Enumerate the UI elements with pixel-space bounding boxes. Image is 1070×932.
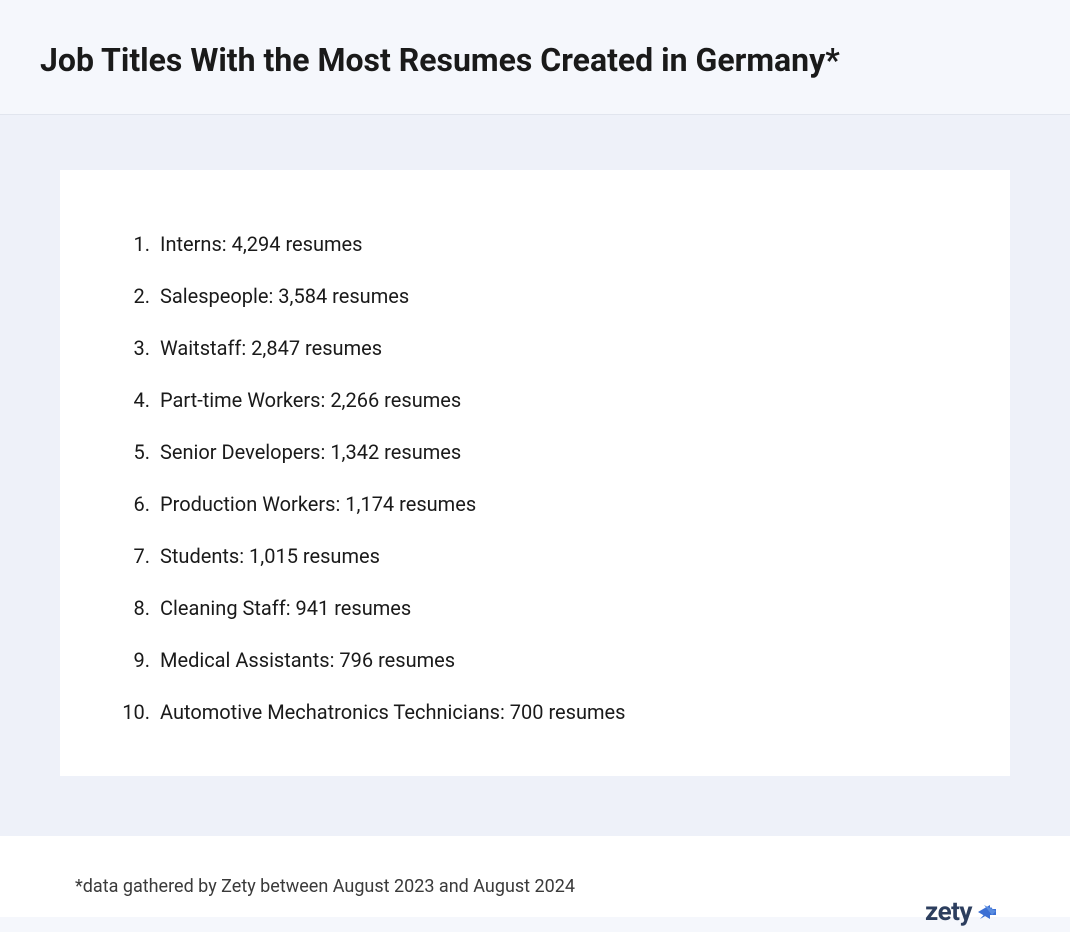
list-rank: 10. [110,698,160,726]
list-rank: 2. [110,282,160,310]
list-text: Part-time Workers: 2,266 resumes [160,386,960,414]
list-item: 10. Automotive Mechatronics Technicians:… [110,698,960,726]
list-item: 9. Medical Assistants: 796 resumes [110,646,960,674]
list-rank: 6. [110,490,160,518]
footer-section: *data gathered by Zety between August 20… [0,836,1070,917]
list-item: 7. Students: 1,015 resumes [110,542,960,570]
list-text: Salespeople: 3,584 resumes [160,282,960,310]
content-section: 1. Interns: 4,294 resumes 2. Salespeople… [0,115,1070,836]
list-rank: 8. [110,594,160,622]
list-text: Interns: 4,294 resumes [160,230,960,258]
list-item: 6. Production Workers: 1,174 resumes [110,490,960,518]
list-text: Students: 1,015 resumes [160,542,960,570]
page-title: Job Titles With the Most Resumes Created… [40,40,1030,82]
list-rank: 4. [110,386,160,414]
list-rank: 3. [110,334,160,362]
list-item: 5. Senior Developers: 1,342 resumes [110,438,960,466]
list-item: 4. Part-time Workers: 2,266 resumes [110,386,960,414]
logo-text: zety [925,897,972,927]
list-item: 1. Interns: 4,294 resumes [110,230,960,258]
list-text: Cleaning Staff: 941 resumes [160,594,960,622]
list-rank: 5. [110,438,160,466]
list-item: 2. Salespeople: 3,584 resumes [110,282,960,310]
list-rank: 1. [110,230,160,258]
list-item: 3. Waitstaff: 2,847 resumes [110,334,960,362]
list-text: Medical Assistants: 796 resumes [160,646,960,674]
footnote: *data gathered by Zety between August 20… [75,876,995,897]
list-text: Automotive Mechatronics Technicians: 700… [160,698,960,726]
logo: zety [925,897,998,927]
ranked-list: 1. Interns: 4,294 resumes 2. Salespeople… [110,230,960,726]
content-card: 1. Interns: 4,294 resumes 2. Salespeople… [60,170,1010,776]
list-text: Waitstaff: 2,847 resumes [160,334,960,362]
list-item: 8. Cleaning Staff: 941 resumes [110,594,960,622]
list-rank: 9. [110,646,160,674]
list-text: Production Workers: 1,174 resumes [160,490,960,518]
list-rank: 7. [110,542,160,570]
arrow-icon [976,901,998,923]
list-text: Senior Developers: 1,342 resumes [160,438,960,466]
header-section: Job Titles With the Most Resumes Created… [0,0,1070,115]
